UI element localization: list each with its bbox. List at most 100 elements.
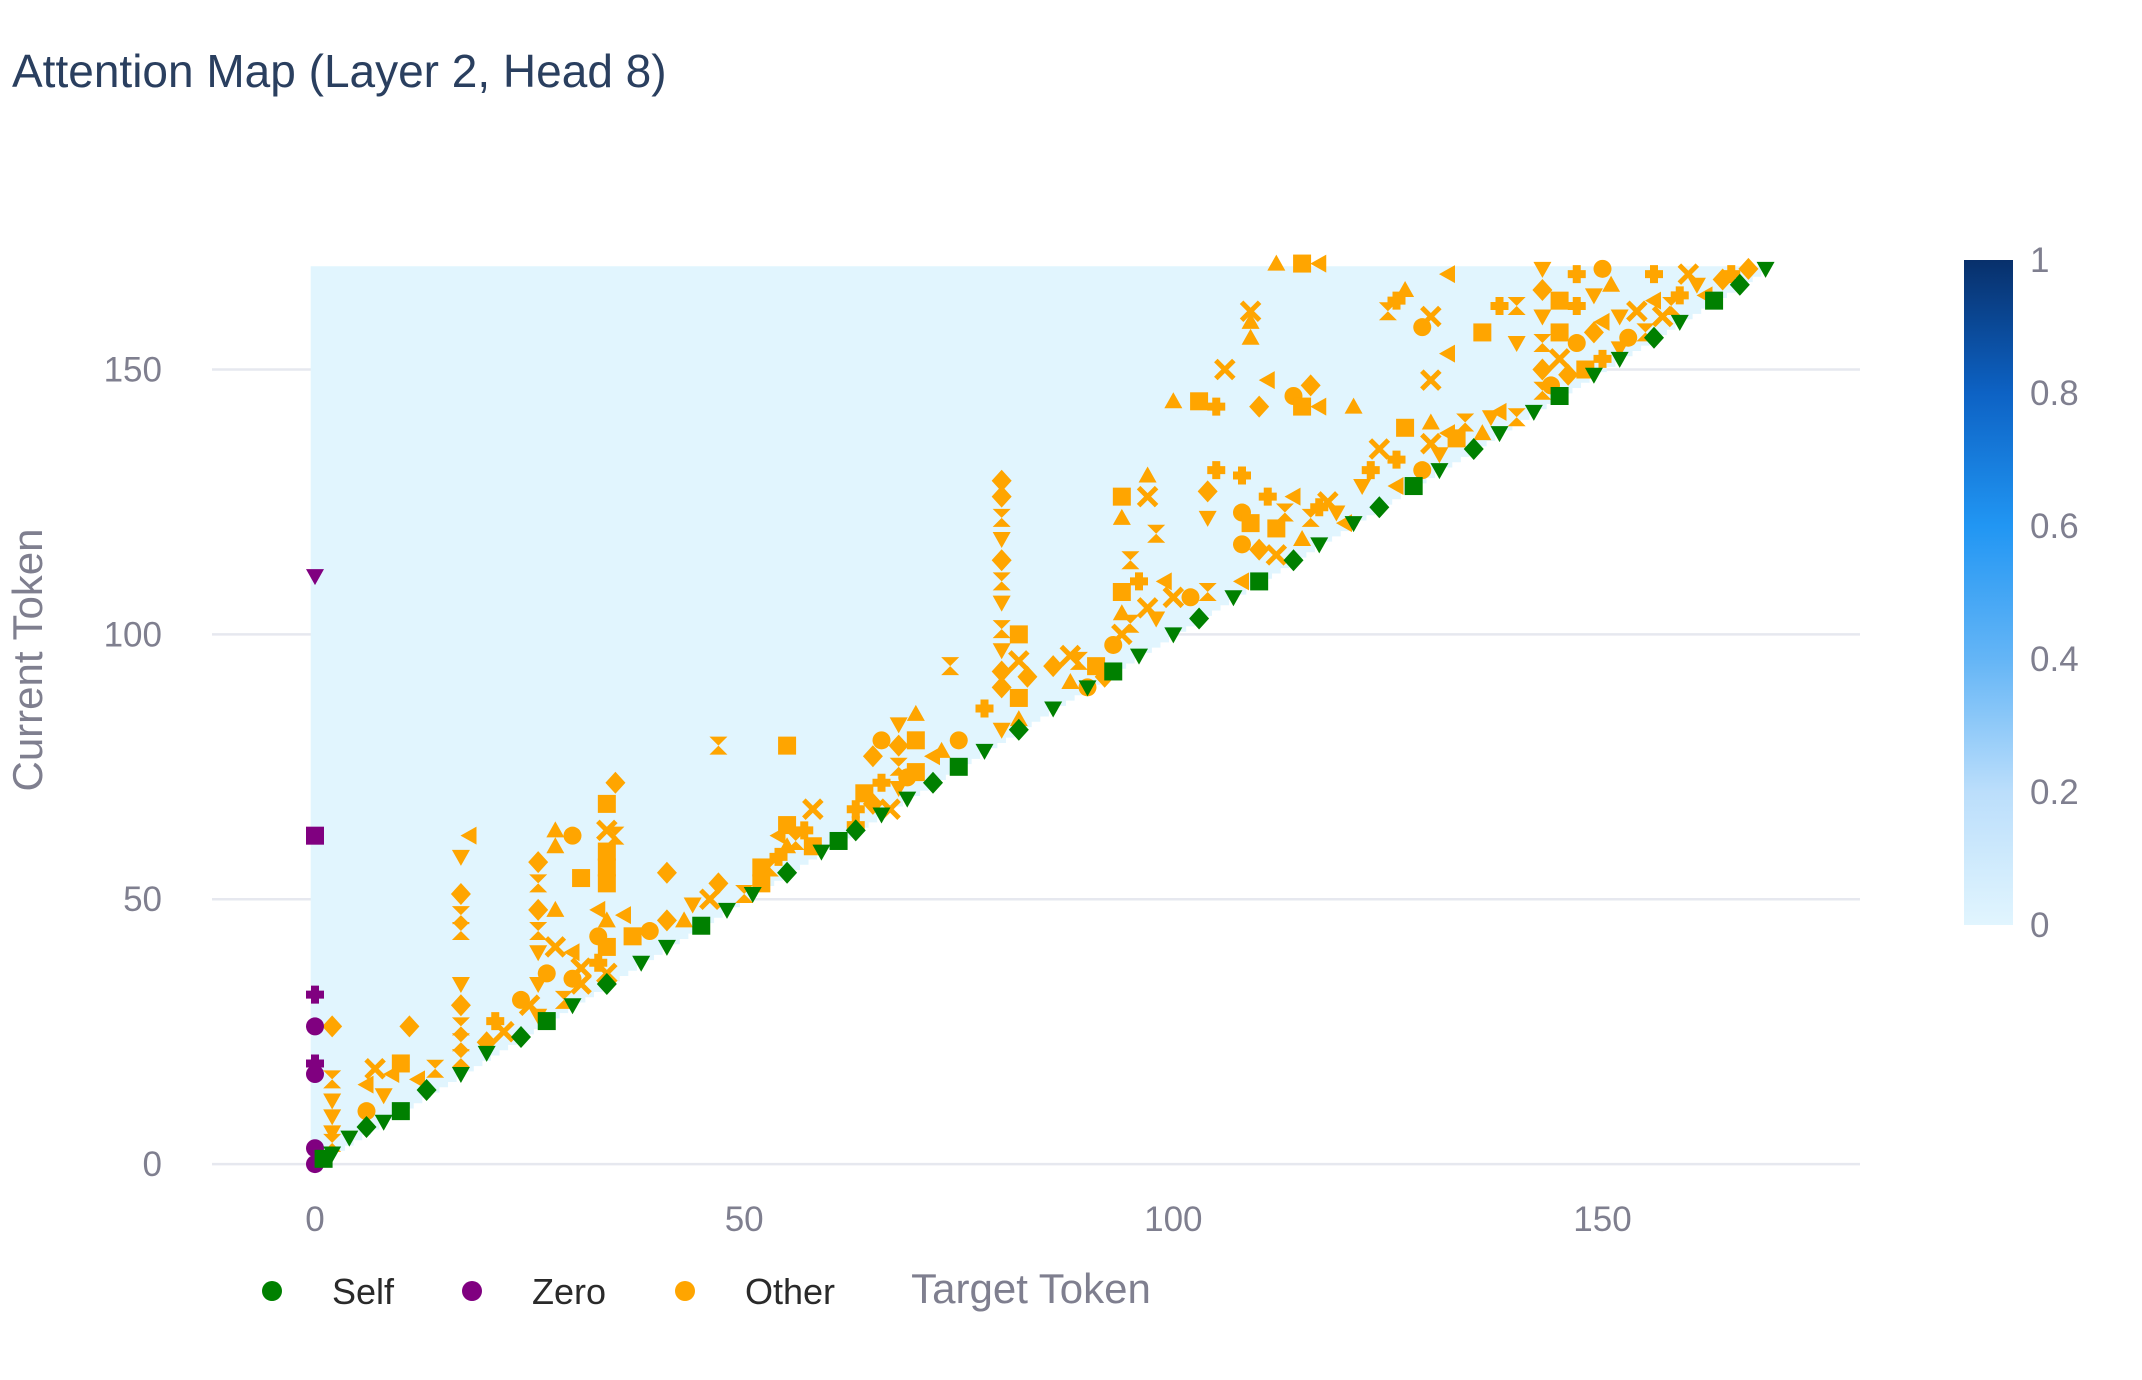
other-marker	[1413, 461, 1432, 480]
other-marker	[932, 741, 951, 758]
other-marker	[991, 469, 1012, 492]
other-marker	[1387, 450, 1406, 469]
other-marker	[795, 821, 814, 840]
legend: Self Zero Other	[262, 1271, 835, 1312]
other-marker	[1532, 279, 1553, 302]
other-marker	[1130, 572, 1148, 591]
other-marker	[597, 794, 616, 813]
self-marker	[949, 757, 968, 776]
other-marker	[1387, 291, 1406, 310]
other-marker	[606, 826, 625, 845]
self-marker	[829, 831, 848, 850]
self-marker	[323, 1146, 342, 1163]
other-marker	[528, 898, 549, 921]
self-marker	[1044, 701, 1063, 718]
y-axis-title: Current Token	[4, 528, 51, 791]
legend-label-other: Other	[745, 1271, 835, 1312]
other-marker	[374, 1088, 393, 1105]
self-marker	[1250, 572, 1269, 591]
self-marker	[632, 955, 651, 972]
other-marker	[589, 953, 608, 972]
colorbar: 0 0.2 0.4 0.6 0.8 1	[1964, 241, 2079, 945]
other-marker	[1593, 312, 1610, 331]
other-marker	[623, 927, 642, 946]
other-marker	[709, 736, 728, 755]
other-marker	[1155, 572, 1172, 591]
other-marker	[1396, 281, 1415, 298]
colorbar-tick-label: 0	[2030, 906, 2049, 945]
other-marker	[1112, 583, 1131, 601]
other-marker	[992, 722, 1011, 739]
other-marker	[1583, 321, 1604, 344]
self-marker	[1008, 718, 1029, 741]
zero-marker	[306, 1065, 324, 1084]
other-marker	[1162, 586, 1185, 609]
heatmap-cells	[310, 266, 1779, 1167]
other-marker	[596, 819, 618, 842]
x-tick-label: 0	[305, 1200, 324, 1239]
other-marker	[1241, 514, 1260, 533]
other-marker	[1061, 673, 1080, 690]
other-marker	[1420, 369, 1442, 391]
other-marker	[563, 943, 580, 962]
other-marker	[597, 858, 616, 877]
other-marker	[1147, 524, 1166, 543]
other-marker	[1310, 397, 1327, 416]
self-marker	[1524, 404, 1543, 421]
other-marker	[1550, 291, 1569, 310]
other-marker	[949, 731, 968, 750]
other-marker	[656, 909, 677, 932]
other-marker	[1301, 508, 1320, 527]
other-marker	[451, 849, 470, 866]
other-marker	[991, 549, 1012, 572]
other-marker	[1017, 665, 1038, 688]
colorbar-tick-label: 0.8	[2030, 374, 2079, 413]
self-marker	[718, 902, 736, 919]
self-marker	[451, 1067, 470, 1084]
other-marker	[1490, 402, 1507, 421]
legend-label-zero: Zero	[532, 1271, 606, 1312]
other-marker	[1456, 413, 1475, 432]
other-marker	[992, 620, 1011, 639]
self-marker	[1130, 648, 1148, 665]
other-marker	[323, 1093, 342, 1110]
other-marker	[1147, 611, 1166, 628]
legend-marker-self	[262, 1281, 282, 1301]
other-marker	[1043, 655, 1064, 678]
self-marker	[743, 886, 762, 903]
y-tick-label: 0	[143, 1145, 162, 1184]
other-marker	[1009, 688, 1028, 707]
zero-marker	[306, 569, 324, 586]
other-marker	[529, 874, 548, 893]
other-marker	[1626, 300, 1648, 323]
colorbar-tick-label: 0.6	[2030, 507, 2079, 546]
other-marker	[1567, 265, 1586, 284]
self-marker	[511, 1025, 531, 1048]
colorbar-gradient-bar	[1964, 260, 2013, 925]
other-marker	[1593, 259, 1612, 278]
other-marker	[1008, 650, 1030, 672]
other-marker	[1327, 505, 1346, 522]
x-axis-title: Target Token	[911, 1265, 1151, 1312]
other-marker	[906, 731, 925, 750]
colorbar-tick-label: 0.4	[2030, 640, 2079, 679]
self-marker	[923, 771, 943, 794]
other-marker	[941, 657, 960, 676]
other-marker	[1507, 296, 1526, 315]
self-marker	[1404, 477, 1423, 496]
self-marker	[1104, 662, 1123, 681]
other-marker	[451, 977, 470, 993]
other-marker	[1396, 418, 1415, 437]
other-marker	[1233, 535, 1251, 554]
other-marker	[760, 858, 779, 877]
other-marker	[992, 643, 1011, 660]
other-marker	[888, 734, 909, 757]
other-marker	[451, 922, 470, 941]
self-marker	[1369, 496, 1390, 519]
other-marker	[451, 906, 470, 925]
other-marker	[486, 1012, 505, 1031]
other-marker	[1275, 503, 1294, 522]
self-marker	[1189, 607, 1210, 630]
other-marker	[992, 572, 1011, 591]
self-marker	[537, 1012, 556, 1031]
